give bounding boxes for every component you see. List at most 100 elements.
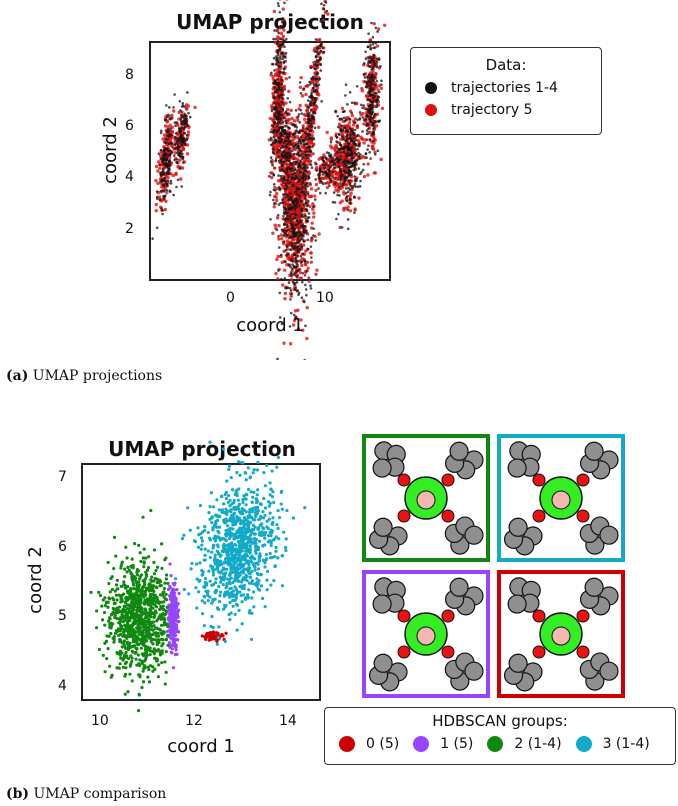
data-point [368, 93, 372, 97]
data-point [271, 62, 275, 66]
data-point [297, 131, 300, 134]
caption-a: (a) UMAP projections [6, 368, 162, 384]
data-point [164, 637, 169, 641]
data-point [134, 630, 138, 634]
data-point [343, 126, 347, 130]
data-point [176, 145, 180, 149]
data-point [272, 107, 276, 111]
data-point [168, 562, 172, 566]
data-point [141, 515, 145, 519]
data-point [328, 184, 331, 188]
data-point [110, 612, 114, 616]
data-point [303, 224, 307, 228]
data-point [283, 296, 287, 301]
data-point [359, 179, 362, 183]
data-point [283, 170, 286, 173]
data-point [316, 51, 319, 54]
data-point [361, 137, 365, 141]
data-point [166, 127, 170, 131]
data-point [135, 581, 139, 585]
data-point [347, 142, 351, 146]
data-point [274, 157, 278, 160]
data-point [304, 174, 308, 178]
data-point [371, 139, 375, 143]
data-point [338, 133, 341, 137]
data-point [178, 167, 182, 170]
data-point [291, 263, 294, 266]
data-point [314, 239, 318, 242]
data-point [169, 182, 173, 185]
data-point [138, 664, 142, 668]
data-point [174, 643, 178, 647]
data-point [308, 183, 313, 187]
data-point [375, 98, 379, 102]
data-point [289, 108, 293, 113]
data-point [357, 142, 361, 146]
data-point [123, 653, 127, 657]
data-point [278, 141, 282, 145]
data-point [352, 168, 355, 172]
data-point [362, 162, 366, 166]
data-point [164, 556, 168, 560]
data-point [172, 633, 176, 638]
data-point [123, 646, 128, 650]
data-point [122, 644, 127, 648]
data-point [278, 139, 282, 142]
data-point [165, 605, 169, 609]
data-point [373, 153, 377, 156]
data-point [339, 155, 343, 158]
data-point [303, 273, 307, 277]
data-point [276, 53, 280, 57]
data-point [122, 592, 126, 596]
data-point [292, 186, 297, 190]
data-point [176, 149, 180, 152]
data-point [308, 82, 312, 86]
data-point [300, 203, 304, 207]
data-point [377, 84, 381, 88]
data-point [301, 139, 304, 142]
data-point [156, 617, 160, 621]
data-point [106, 600, 110, 604]
data-point [329, 140, 333, 144]
data-point [156, 565, 160, 569]
data-point [315, 84, 319, 88]
data-point [302, 172, 305, 175]
data-point [336, 189, 340, 194]
data-point [347, 145, 350, 148]
data-point [325, 185, 330, 190]
data-point [296, 250, 299, 254]
data-point [275, 18, 279, 22]
data-point [274, 271, 278, 276]
data-point [338, 141, 342, 145]
panel-b-frame [81, 463, 321, 701]
panel-a-ylabel: coord 2 [100, 116, 121, 184]
data-point [369, 157, 372, 160]
data-point [371, 146, 375, 151]
data-point [342, 147, 346, 151]
data-point [174, 131, 178, 135]
data-point [274, 55, 278, 58]
data-point [311, 75, 315, 79]
data-point [300, 237, 303, 241]
data-point [150, 579, 154, 583]
data-point [282, 341, 286, 345]
data-point [284, 189, 288, 194]
data-point [335, 217, 338, 221]
data-point [301, 126, 305, 130]
data-point [337, 212, 340, 216]
panel-a-ytick: 2 [125, 221, 134, 237]
data-point [113, 615, 117, 620]
data-point [299, 141, 303, 145]
data-point [105, 634, 109, 638]
data-point [181, 147, 186, 151]
data-point [159, 637, 164, 642]
data-point [283, 197, 288, 201]
data-point [168, 163, 172, 167]
data-point [144, 656, 148, 660]
data-point [166, 643, 170, 647]
data-point [346, 218, 350, 221]
data-point [353, 195, 356, 199]
data-point [279, 31, 284, 36]
data-point [212, 637, 216, 641]
data-point [356, 134, 359, 137]
